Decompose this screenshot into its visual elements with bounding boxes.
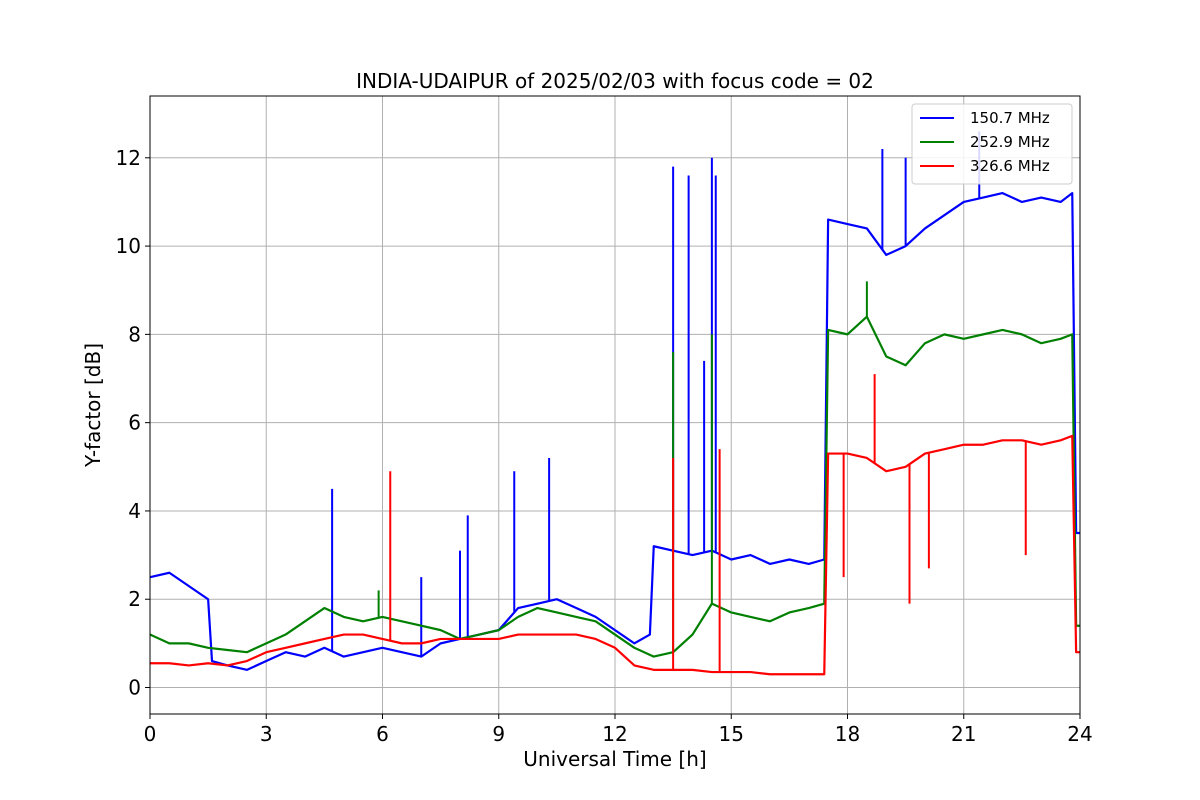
series-line-1 <box>149 192 1080 671</box>
x-tick-label: 15 <box>719 722 744 746</box>
x-axis-label: Universal Time [h] <box>523 747 706 771</box>
y-tick-label: 4 <box>128 499 141 523</box>
x-tick-label: 12 <box>602 722 627 746</box>
y-tick-label: 8 <box>128 322 141 346</box>
x-tick-label: 3 <box>260 722 273 746</box>
chart-title: INDIA-UDAIPUR of 2025/02/03 with focus c… <box>356 69 874 93</box>
legend-box <box>911 103 1073 185</box>
legend-label-2: 252.9 MHz <box>970 133 1050 151</box>
legend-label-1: 150.7 MHz <box>970 109 1050 127</box>
y-tick-label: 6 <box>128 411 141 435</box>
x-tick-label: 24 <box>1067 722 1092 746</box>
series-line-3 <box>150 434 1080 676</box>
x-tick-label: 0 <box>144 722 157 746</box>
legend-label-3: 326.6 MHz <box>970 157 1050 175</box>
y-tick-label: 2 <box>128 587 141 611</box>
series-line-2 <box>149 315 1080 658</box>
y-tick-label: 12 <box>116 146 141 170</box>
x-tick-label: 6 <box>376 722 389 746</box>
x-tick-label: 21 <box>951 722 976 746</box>
y-tick-label: 0 <box>128 676 141 700</box>
legend: 150.7 MHz 252.9 MHz 326.6 MHz <box>911 103 1073 185</box>
series-layer <box>149 131 1080 676</box>
y-tick-label: 10 <box>116 234 141 258</box>
x-tick-label: 18 <box>835 722 860 746</box>
y-axis-label: Y-factor [dB] <box>81 343 105 468</box>
x-tick-label: 9 <box>492 722 505 746</box>
